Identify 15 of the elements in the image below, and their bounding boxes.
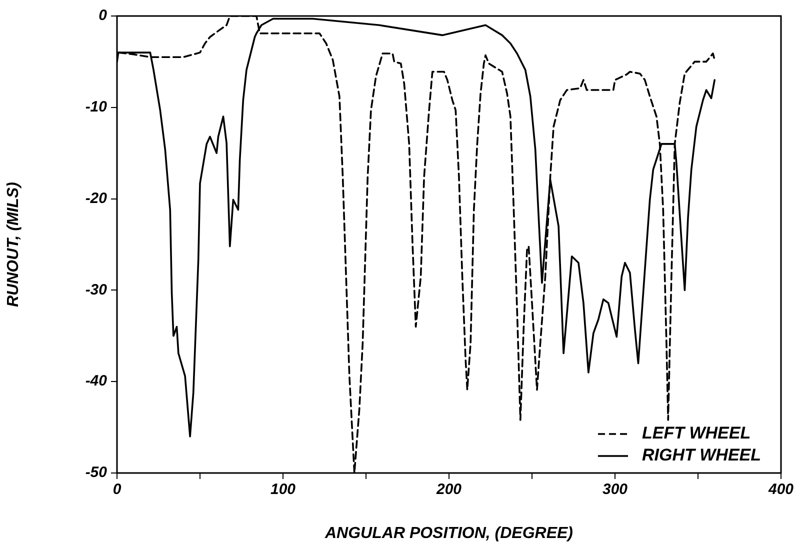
y-tick-label: -10 bbox=[85, 98, 108, 116]
x-tick-label: 0 bbox=[112, 481, 122, 498]
y-tick-label: -20 bbox=[85, 190, 108, 207]
x-axis-title: ANGULAR POSITION, (DEGREE) bbox=[324, 524, 574, 542]
x-tick-label: 200 bbox=[435, 481, 462, 498]
x-tick-label: 100 bbox=[270, 481, 296, 498]
x-tick-label: 300 bbox=[602, 481, 628, 498]
y-tick-label: -40 bbox=[85, 372, 108, 390]
y-axis-title: RUNOUT, (MILS) bbox=[5, 182, 22, 308]
legend-label: RIGHT WHEEL bbox=[642, 446, 762, 465]
y-tick-label: -50 bbox=[85, 464, 108, 482]
legend-label: LEFT WHEEL bbox=[642, 424, 751, 443]
x-tick-label: 400 bbox=[767, 481, 794, 498]
y-tick-label: -30 bbox=[85, 281, 108, 298]
y-tick-label: 0 bbox=[98, 7, 108, 24]
